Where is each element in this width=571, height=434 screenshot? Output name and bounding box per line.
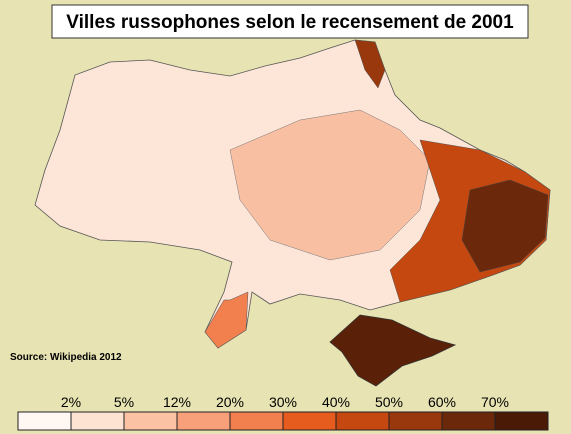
legend-label: 40% [322,394,350,410]
legend-swatch [229,411,284,431]
legend-label: 12% [163,394,191,410]
legend-swatch [70,411,125,431]
source: Source: Wikipedia 2012 [10,352,122,363]
legend-label: 50% [375,394,403,410]
odessa-region [204,291,249,349]
legend-label: 2% [61,394,81,410]
legend-swatch [494,411,549,431]
legend-swatch [282,411,337,431]
central-region [229,109,431,261]
legend-label: 5% [114,394,134,410]
donbas-region [461,179,549,273]
crimea [329,314,457,387]
legend-swatch [123,411,178,431]
legend: 2% 5% 12% 20% 30% 40% 50% 60% 70% [17,394,549,431]
legend-swatch [441,411,496,431]
legend-label: 70% [481,394,509,410]
legend-swatch [17,411,72,431]
legend-label: 60% [428,394,456,410]
legend-swatch [388,411,443,431]
legend-swatch [176,411,231,431]
north-spot [354,39,386,89]
legend-label: 20% [216,394,244,410]
title: Villes russophones selon le recensement … [66,12,514,33]
legend-swatch [335,411,390,431]
title-box [51,4,529,39]
legend-label: 30% [269,394,297,410]
